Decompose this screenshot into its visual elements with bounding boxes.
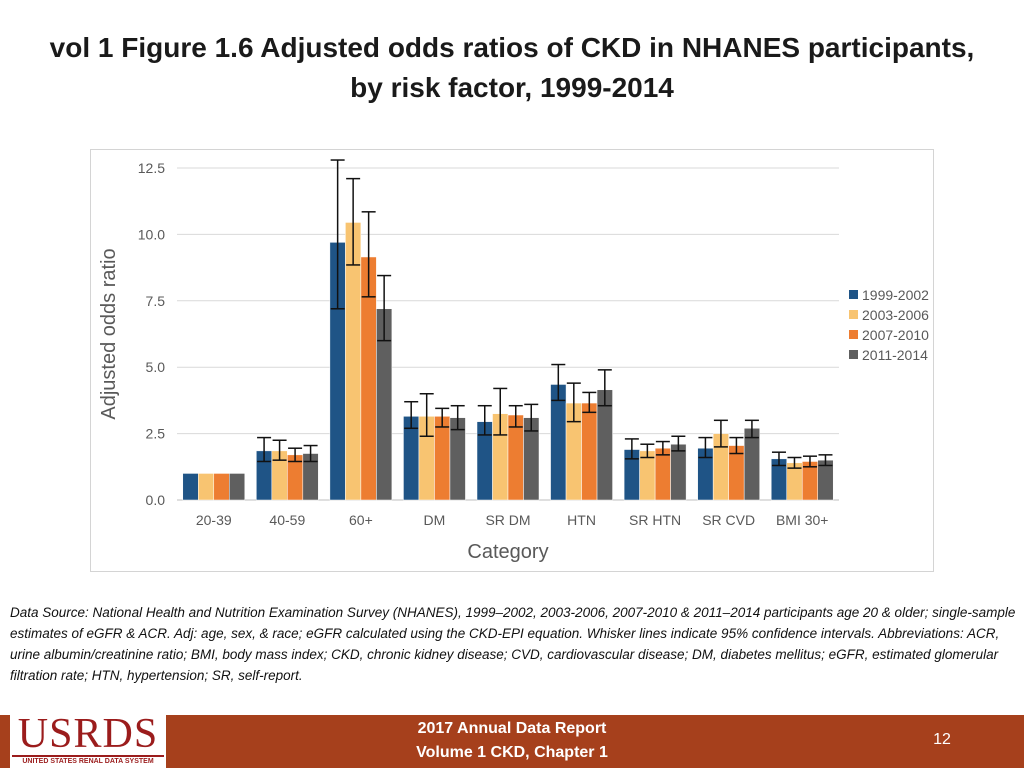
- y-tick-label: 7.5: [146, 293, 166, 309]
- footer-bar: USRDS UNITED STATES RENAL DATA SYSTEM 20…: [0, 711, 1024, 768]
- bar: [670, 443, 687, 501]
- usrds-logo: USRDS UNITED STATES RENAL DATA SYSTEM: [10, 711, 166, 768]
- bar: [182, 473, 199, 501]
- bar: [654, 447, 671, 501]
- legend-label: 2011-2014: [862, 347, 928, 363]
- y-tick-label: 12.5: [138, 160, 165, 176]
- page-number: 12: [933, 731, 951, 748]
- x-tick-label: SR HTN: [629, 512, 681, 528]
- bar: [229, 473, 246, 501]
- bar: [743, 428, 760, 501]
- y-axis-title: Adjusted odds ratio: [98, 248, 120, 419]
- logo-wordmark: USRDS: [17, 711, 159, 757]
- data-source-note: Data Source: National Health and Nutriti…: [10, 605, 1016, 683]
- legend-swatch: [849, 290, 858, 299]
- x-tick-label: BMI 30+: [776, 512, 829, 528]
- bar-chart: 0.0 2.5 5.0 7.5 10.0 12.5 20-39 40-59 60+ DM SR DM…: [98, 159, 929, 563]
- legend-swatch: [849, 310, 858, 319]
- title-line-2: by risk factor, 1999-2014: [350, 72, 674, 103]
- x-axis-title: Category: [467, 541, 548, 563]
- title-line-1: vol 1 Figure 1.6 Adjusted odds ratios of…: [49, 32, 975, 63]
- bar: [581, 402, 598, 501]
- report-volume: Volume 1 CKD, Chapter 1: [416, 744, 608, 761]
- legend-label: 2007-2010: [862, 327, 929, 343]
- y-tick-label: 2.5: [146, 426, 166, 442]
- x-tick-label: 60+: [349, 512, 373, 528]
- x-tick-label: HTN: [567, 512, 596, 528]
- legend-label: 2003-2006: [862, 307, 929, 323]
- bar: [198, 473, 215, 501]
- y-tick-label: 5.0: [146, 359, 166, 375]
- chart-container: 0.0 2.5 5.0 7.5 10.0 12.5 20-39 40-59 60+ DM SR DM…: [90, 149, 934, 572]
- x-tick-label: SR DM: [485, 512, 530, 528]
- x-tick-label: 40-59: [269, 512, 305, 528]
- slide-title: vol 1 Figure 1.6 Adjusted odds ratios of…: [0, 28, 1024, 108]
- bar: [434, 416, 451, 501]
- bar: [507, 414, 524, 501]
- bar: [213, 473, 230, 501]
- legend-label: 1999-2002: [862, 287, 929, 303]
- logo-rule: [12, 755, 164, 757]
- y-tick-label: 10.0: [138, 226, 165, 242]
- legend-swatch: [849, 330, 858, 339]
- x-tick-label: SR CVD: [702, 512, 755, 528]
- y-tick-label: 0.0: [146, 492, 166, 508]
- report-title: 2017 Annual Data Report: [417, 720, 607, 737]
- logo-subtext: UNITED STATES RENAL DATA SYSTEM: [22, 758, 154, 765]
- x-tick-label: 20-39: [196, 512, 232, 528]
- legend-swatch: [849, 350, 858, 359]
- bar: [550, 384, 567, 501]
- report-info: 2017 Annual Data Report Volume 1 CKD, Ch…: [362, 717, 662, 765]
- x-tick-label: DM: [424, 512, 446, 528]
